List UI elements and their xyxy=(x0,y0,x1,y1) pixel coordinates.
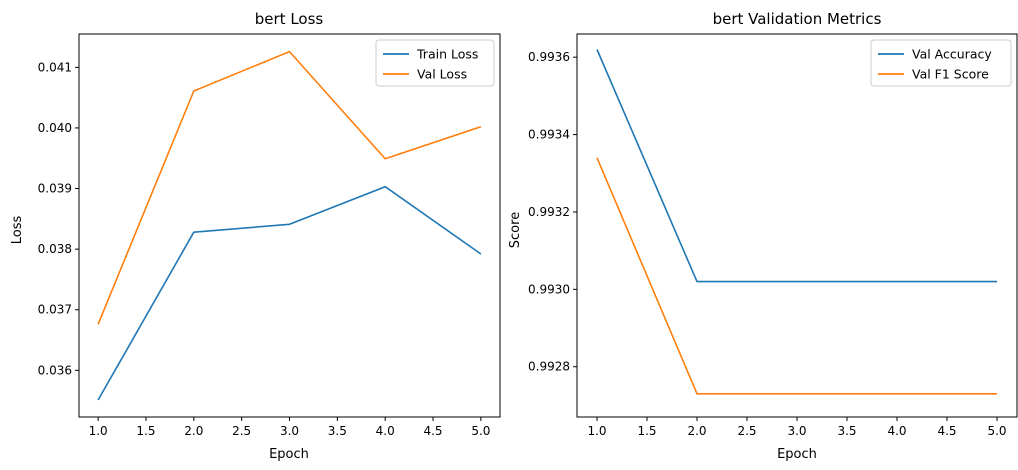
y-tick-label: 0.9932 xyxy=(528,205,570,219)
y-tick-label: 0.041 xyxy=(38,60,72,74)
legend: Train Loss Val Loss xyxy=(375,39,495,87)
series-line-0 xyxy=(596,49,997,283)
x-tick-label: 2.5 xyxy=(737,424,756,438)
legend-label: Train Loss xyxy=(416,47,478,62)
x-tick-label: 2.5 xyxy=(232,424,251,438)
x-tick-label: 1.5 xyxy=(637,424,656,438)
y-tick-label: 0.9936 xyxy=(528,50,570,64)
plot-area: 1.0 1.5 2.0 2.5 3.0 3.5 4.0 4.5 5.0 0.036 0.037 0.0… xyxy=(38,33,501,438)
x-tick-label: 4.0 xyxy=(376,424,395,438)
y-axis-label: Loss xyxy=(10,216,25,245)
series-line-0 xyxy=(97,185,482,401)
y-tick-label: 0.9934 xyxy=(528,128,570,142)
x-tick-label: 3.0 xyxy=(787,424,806,438)
series-line-1 xyxy=(97,50,482,325)
x-tick-label: 1.0 xyxy=(587,424,606,438)
legend-box xyxy=(870,39,1012,87)
legend-label: Val F1 Score xyxy=(912,67,989,82)
y-tick-label: 0.039 xyxy=(38,182,72,196)
y-tick-label: 0.9930 xyxy=(528,282,570,296)
x-axis-label: Epoch xyxy=(777,447,817,462)
plot-area: 1.0 1.5 2.0 2.5 3.0 3.5 4.0 4.5 5.0 0.9928 0.9930 0… xyxy=(528,33,1018,438)
axes-frame xyxy=(78,33,501,418)
axes-frame xyxy=(576,33,1018,418)
loss-chart: bert Loss 1.0 1.5 2.0 2.5 3.0 3.5 4.0 4.5 5.0 0.0… xyxy=(10,10,501,462)
validation-metrics-chart: bert Validation Metrics 1.0 1.5 2.0 2.5 3.0 3… xyxy=(508,10,1018,462)
legend-label: Val Accuracy xyxy=(912,47,992,62)
x-tick-label: 2.0 xyxy=(184,424,203,438)
x-tick-label: 3.5 xyxy=(837,424,856,438)
x-tick-label: 4.0 xyxy=(887,424,906,438)
x-tick-label: 3.5 xyxy=(328,424,347,438)
x-tick-label: 5.0 xyxy=(471,424,490,438)
y-tick-label: 0.040 xyxy=(38,121,72,135)
x-axis-label: Epoch xyxy=(269,447,309,462)
legend-label: Val Loss xyxy=(417,67,467,82)
y-tick-label: 0.037 xyxy=(38,303,72,317)
x-tick-label: 4.5 xyxy=(937,424,956,438)
x-tick-label: 3.0 xyxy=(280,424,299,438)
chart-title: bert Loss xyxy=(255,10,324,28)
y-tick-label: 0.9928 xyxy=(528,360,570,374)
y-tick-label: 0.038 xyxy=(38,242,72,256)
chart-title: bert Validation Metrics xyxy=(713,10,882,28)
y-axis-label: Score xyxy=(508,212,523,248)
x-tick-label: 5.0 xyxy=(987,424,1006,438)
series-line-1 xyxy=(596,157,997,395)
x-tick-label: 1.5 xyxy=(136,424,155,438)
x-tick-label: 1.0 xyxy=(89,424,108,438)
y-tick-label: 0.036 xyxy=(38,363,72,377)
legend: Val Accuracy Val F1 Score xyxy=(870,39,1012,87)
x-tick-label: 4.5 xyxy=(423,424,442,438)
x-tick-label: 2.0 xyxy=(687,424,706,438)
